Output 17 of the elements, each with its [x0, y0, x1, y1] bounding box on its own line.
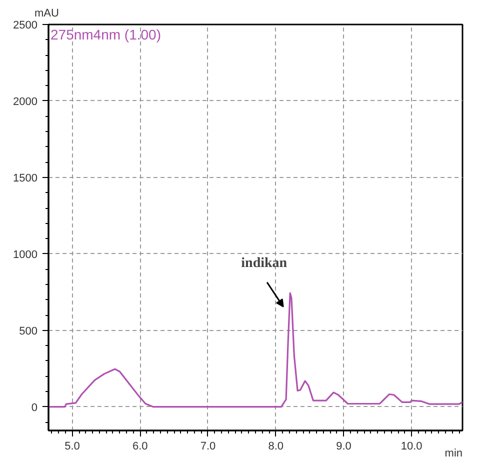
- y-tick-label: 2000: [13, 96, 38, 108]
- y-tick-label: 0: [31, 402, 38, 414]
- y-tick-label: 1000: [13, 248, 38, 261]
- x-tick-label: 10.0: [400, 440, 422, 452]
- y-tick-label: 1500: [13, 172, 38, 184]
- x-tick-label: 5.0: [64, 440, 80, 452]
- x-tick-label: 8.0: [268, 440, 284, 452]
- y-tick-label: 2500: [13, 20, 38, 32]
- x-tick-label: 7.0: [200, 440, 216, 452]
- x-tick-label: 9.0: [336, 440, 352, 452]
- y-axis-title: mAU: [34, 8, 59, 20]
- x-tick-label: 6.0: [132, 440, 148, 452]
- annotation: indikan: [241, 256, 288, 272]
- y-tick-label: 500: [19, 325, 38, 338]
- x-axis-title: min: [444, 448, 463, 460]
- text: 275nm4nm (1.00): [50, 26, 162, 42]
- line-series: [48, 292, 462, 408]
